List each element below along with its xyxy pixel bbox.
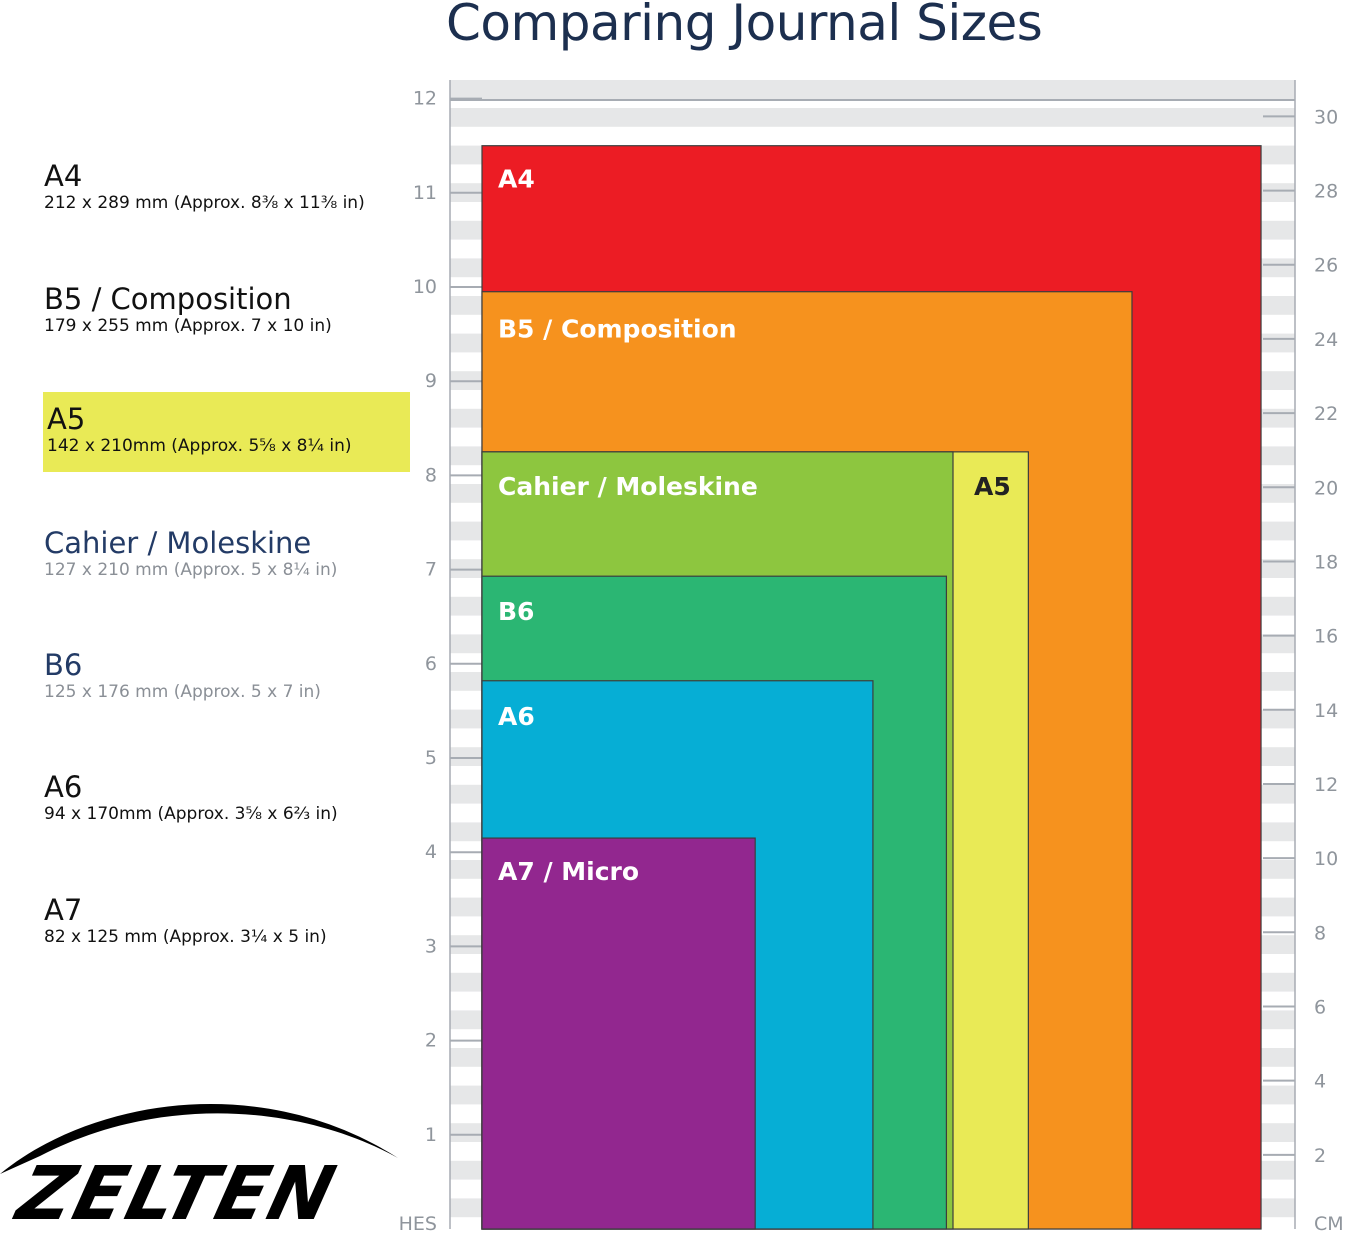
legend-item: A7 82 x 125 mm (Approx. 3¼ x 5 in): [44, 894, 414, 948]
cm-tick-label: 16: [1314, 626, 1338, 648]
cm-tick-label: 20: [1314, 477, 1338, 499]
cm-tick-label: 26: [1314, 255, 1338, 277]
inch-tick-label: 2: [425, 1030, 437, 1052]
legend-item-dimensions: 212 x 289 mm (Approx. 8⅜ x 11⅜ in): [44, 193, 365, 213]
cm-axis-unit: CM: [1314, 1213, 1344, 1235]
cm-tick-label: 4: [1314, 1071, 1326, 1093]
inch-tick-label: 10: [413, 276, 437, 298]
logo-swoosh: [0, 1104, 398, 1174]
legend-item: A5 142 x 210mm (Approx. 5⅝ x 8¼ in): [43, 392, 410, 472]
cm-tick-label: 22: [1314, 403, 1338, 425]
legend-item-name: B6: [44, 648, 83, 682]
board-top-band: [450, 80, 1295, 100]
cm-tick-label: 8: [1314, 922, 1326, 944]
legend-item-name: A5: [47, 402, 86, 436]
size-label: A5: [974, 472, 1011, 501]
legend-item-name: Cahier / Moleskine: [44, 526, 312, 560]
inch-tick-label: 11: [413, 182, 437, 204]
cm-tick-label: 12: [1314, 774, 1338, 796]
page-title: Comparing Journal Sizes: [446, 0, 1043, 52]
inch-tick-label: 9: [425, 370, 437, 392]
cm-tick-label: 30: [1314, 106, 1338, 128]
size-label: A7 / Micro: [498, 857, 639, 886]
legend-item-dimensions: 179 x 255 mm (Approx. 7 x 10 in): [44, 316, 332, 336]
inch-axis-unit: HES: [399, 1213, 437, 1235]
cm-tick-label: 6: [1314, 996, 1326, 1018]
cm-tick-label: 24: [1314, 329, 1338, 351]
logo-wordmark: ZELTEN: [9, 1151, 345, 1237]
legend-item: A4 212 x 289 mm (Approx. 8⅜ x 11⅜ in): [44, 160, 414, 214]
size-label: B6: [498, 597, 534, 626]
legend-item-dimensions: 127 x 210 mm (Approx. 5 x 8¼ in): [44, 560, 338, 580]
cm-tick-label: 2: [1314, 1145, 1326, 1167]
legend-item: B5 / Composition 179 x 255 mm (Approx. 7 …: [44, 283, 414, 337]
cm-tick-label: 18: [1314, 551, 1338, 573]
inch-tick-label: 8: [425, 464, 437, 486]
size-label: Cahier / Moleskine: [498, 472, 758, 501]
cm-tick-label: 28: [1314, 181, 1338, 203]
inch-tick-label: 4: [425, 841, 437, 863]
cm-tick-label: 14: [1314, 700, 1338, 722]
legend-item-name: A7: [44, 893, 83, 927]
legend-item-name: A4: [44, 159, 83, 193]
size-label: A6: [498, 702, 535, 731]
legend-item-dimensions: 94 x 170mm (Approx. 3⅝ x 6⅔ in): [44, 804, 338, 824]
cm-tick-label: 10: [1314, 848, 1338, 870]
legend-item-dimensions: 142 x 210mm (Approx. 5⅝ x 8¼ in): [47, 436, 352, 456]
inch-tick-label: 5: [425, 747, 437, 769]
size-rect-a7-micro: [481, 837, 756, 1230]
inch-tick-label: 3: [425, 935, 437, 957]
legend-item-name: A6: [44, 770, 83, 804]
legend-item: A6 94 x 170mm (Approx. 3⅝ x 6⅔ in): [44, 771, 414, 825]
legend-item: Cahier / Moleskine 127 x 210 mm (Approx. …: [44, 527, 414, 581]
inch-tick-label: 12: [413, 88, 437, 110]
legend-item-dimensions: 125 x 176 mm (Approx. 5 x 7 in): [44, 682, 321, 702]
size-label: A4: [498, 165, 535, 194]
legend-item: B6 125 x 176 mm (Approx. 5 x 7 in): [44, 649, 414, 703]
legend-item-name: B5 / Composition: [44, 282, 292, 316]
size-label: B5 / Composition: [498, 315, 737, 344]
inch-tick-label: 1: [425, 1124, 437, 1146]
legend-item-dimensions: 82 x 125 mm (Approx. 3¼ x 5 in): [44, 927, 327, 947]
board-stripe: [450, 108, 1295, 127]
inch-tick-label: 6: [425, 653, 437, 675]
inch-tick-label: 7: [425, 559, 437, 581]
